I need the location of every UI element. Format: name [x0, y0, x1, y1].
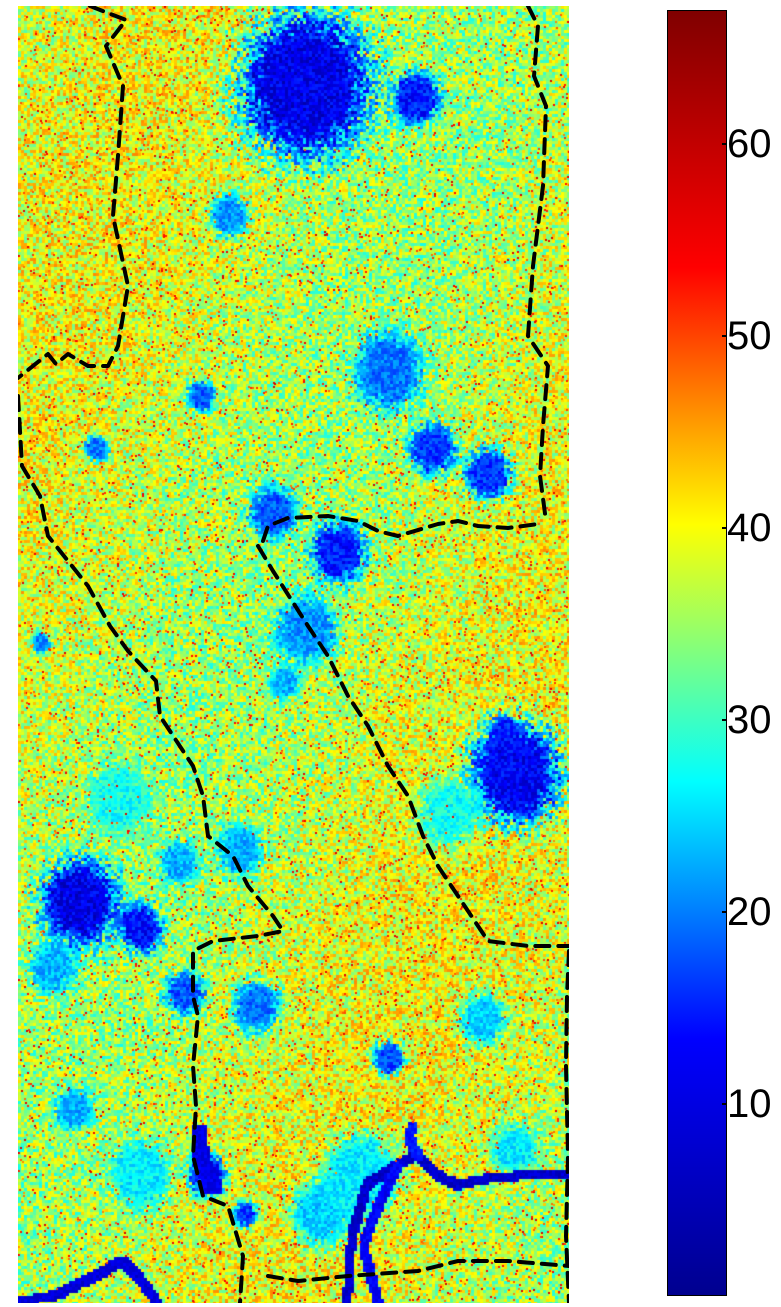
colorbar-tick-label: 50: [727, 314, 772, 359]
colorbar-tick-label: 10: [727, 1082, 772, 1127]
colorbar-tick-mark: [722, 911, 727, 914]
colorbar-axis: 10 20 30 40 50 60: [722, 10, 781, 1296]
colorbar-gradient: [667, 10, 727, 1296]
heatmap-image: [18, 6, 569, 1303]
heatmap-map-panel: [18, 6, 569, 1303]
colorbar-tick-mark: [722, 143, 727, 146]
colorbar-tick-mark: [722, 527, 727, 530]
colorbar-tick-label: 60: [727, 122, 772, 167]
colorbar-tick-label: 40: [727, 506, 772, 551]
colorbar-tick-mark: [722, 719, 727, 722]
colorbar-tick-label: 20: [727, 890, 772, 935]
colorbar-tick-mark: [722, 335, 727, 338]
colorbar-tick-label: 30: [727, 698, 772, 743]
colorbar-tick-mark: [722, 1103, 727, 1106]
